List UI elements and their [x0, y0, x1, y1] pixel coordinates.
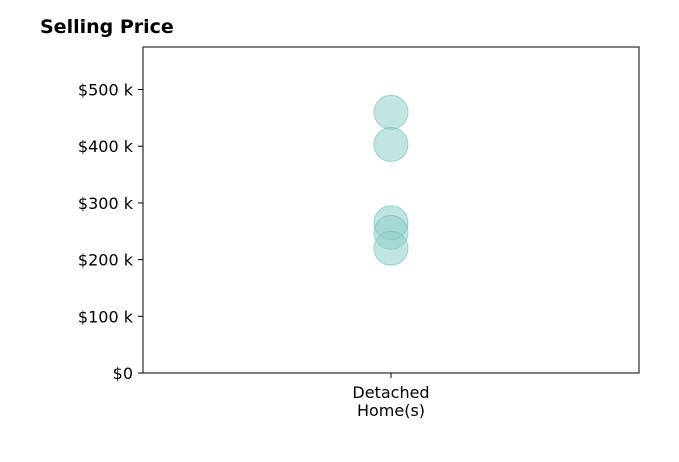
y-tick-label: $100 k	[78, 307, 134, 326]
data-points	[373, 94, 409, 266]
y-tick-label: $200 k	[78, 251, 134, 270]
chart-title: Selling Price	[40, 16, 174, 38]
y-tick-label: $300 k	[78, 194, 134, 213]
x-tick-label: Detached Home(s)	[352, 383, 429, 420]
y-tick-label: $400 k	[78, 137, 134, 156]
y-tick-label: $0	[113, 364, 133, 383]
y-tick-label: $500 k	[78, 81, 134, 100]
data-point	[373, 230, 409, 266]
x-tick-label-line: Home(s)	[357, 401, 425, 420]
data-point	[373, 94, 409, 130]
x-axis: Detached Home(s)	[352, 373, 430, 420]
y-axis: $0 $100 k $200 k $300 k $400 k $500 k	[78, 81, 143, 383]
data-point	[373, 127, 409, 163]
x-tick-label-line: Detached	[352, 383, 429, 402]
